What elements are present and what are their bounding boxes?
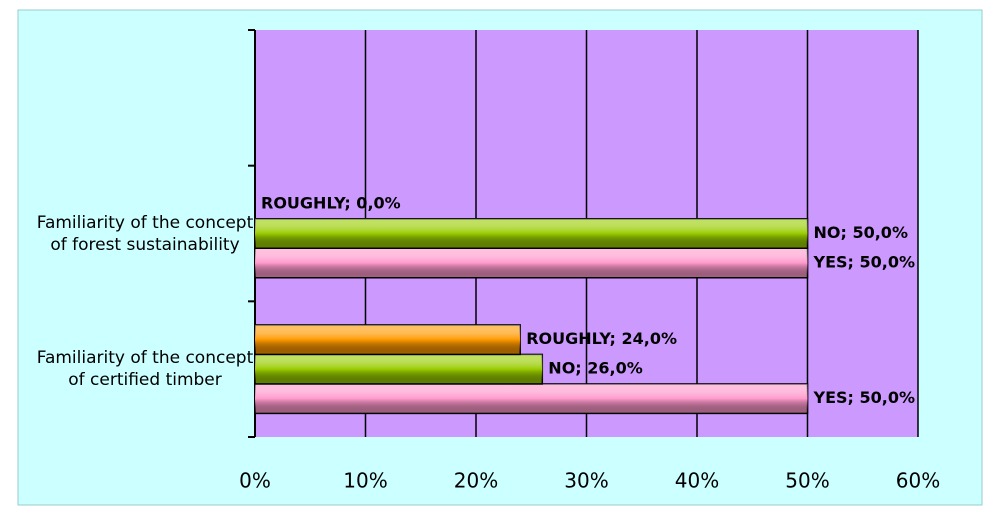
bar-shade [255, 354, 543, 384]
x-tick-label: 0% [239, 469, 271, 493]
data-label: YES; 50,0% [813, 253, 916, 272]
bar-shade [255, 383, 808, 414]
x-tick-label: 10% [343, 469, 387, 493]
bar-shade [255, 248, 808, 278]
data-label: YES; 50,0% [813, 388, 916, 407]
bar-shade [255, 218, 808, 249]
y-tick-label: Familiarity of the concept of forest sus… [36, 212, 254, 255]
bar-shade [255, 324, 521, 355]
x-tick-label: 50% [785, 469, 829, 493]
data-label: NO; 50,0% [814, 223, 908, 242]
data-label: ROUGHLY; 0,0% [261, 194, 401, 213]
x-tick-label: 30% [564, 469, 608, 493]
x-tick-label: 40% [675, 469, 719, 493]
x-tick-label: 60% [896, 469, 940, 493]
x-tick-label: 20% [454, 469, 498, 493]
data-label: NO; 26,0% [548, 359, 642, 378]
data-label: ROUGHLY; 24,0% [526, 329, 677, 348]
y-tick-label: Familiarity of the concept of certified … [36, 348, 254, 391]
